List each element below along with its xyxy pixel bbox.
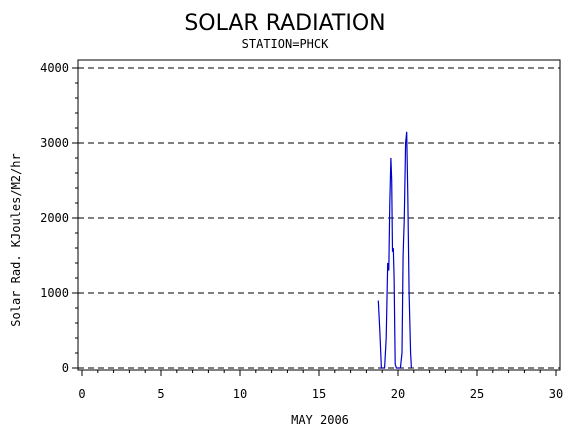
x-tick-label: 30	[549, 387, 563, 401]
y-axis-label: Solar Rad. KJoules/M2/hr	[9, 153, 23, 326]
x-tick-label: 20	[391, 387, 405, 401]
y-tick-label: 0	[62, 361, 69, 375]
series-line	[377, 131, 412, 369]
grid-lines	[78, 67, 560, 369]
series-group	[377, 131, 412, 369]
y-tick-label: 3000	[40, 136, 69, 150]
chart-subtitle: STATION=PHCK	[242, 37, 329, 51]
x-tick-label: 25	[470, 387, 484, 401]
x-tick-label: 10	[233, 387, 247, 401]
x-tick-label: 5	[157, 387, 164, 401]
y-tick-label: 1000	[40, 286, 69, 300]
plot-frame	[77, 59, 561, 371]
chart-title: SOLAR RADIATION	[184, 11, 385, 36]
x-tick-label: 15	[312, 387, 326, 401]
y-tick-label: 4000	[40, 61, 69, 75]
y-tick-label: 2000	[40, 211, 69, 225]
x-axis: 0 5 10 15 20 25 30	[78, 370, 563, 401]
x-tick-label: 0	[78, 387, 85, 401]
y-axis: 0 1000 2000 3000 4000	[40, 61, 78, 375]
x-axis-label: MAY 2006	[291, 413, 349, 427]
